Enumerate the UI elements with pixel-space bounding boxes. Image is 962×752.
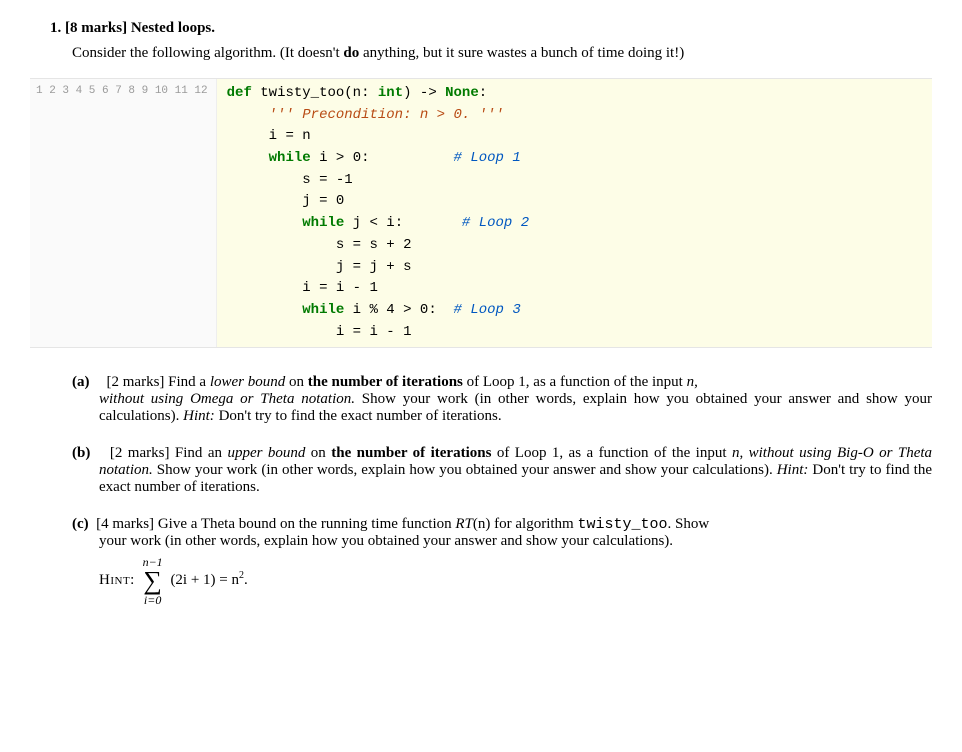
b-upper: upper bound: [227, 445, 305, 461]
question-header: 1. [8 marks] Nested loops.: [50, 20, 932, 37]
question-intro: Consider the following algorithm. (It do…: [72, 45, 932, 62]
tok-def: def: [227, 85, 252, 101]
tok-fn: twisty_too: [252, 85, 344, 101]
intro-text-a: Consider the following algorithm. (It do…: [72, 45, 343, 61]
a-b3: of Loop 1, as a function of the input: [463, 374, 687, 390]
a-hint-i: Hint:: [183, 408, 215, 424]
b-bold: the number of iterations: [331, 445, 491, 461]
part-b: (b) [2 marks] Find an upper bound on the…: [72, 445, 932, 496]
a-n: n: [687, 374, 695, 390]
part-c-marks: [4 marks]: [96, 516, 154, 532]
code-gutter: 1 2 3 4 5 6 7 8 9 10 11 12: [30, 79, 216, 347]
tok-while3: while: [302, 302, 344, 318]
intro-do: do: [343, 45, 359, 61]
code-block: 1 2 3 4 5 6 7 8 9 10 11 12 def twisty_to…: [30, 78, 932, 348]
tok-paren: (n:: [344, 85, 378, 101]
a-lower: lower bound: [210, 374, 285, 390]
a-b1: Find a: [164, 374, 209, 390]
c-rt: RT: [455, 516, 473, 532]
l5-num: 1: [344, 172, 352, 188]
part-b-marks: [2 marks]: [110, 445, 170, 461]
l4-zero: 0: [353, 150, 361, 166]
tok-none: None: [445, 85, 479, 101]
part-a-marks: [2 marks]: [107, 374, 165, 390]
b-b4: ,: [739, 445, 748, 461]
c-fn: twisty_too: [577, 516, 667, 533]
b-b3: of Loop 1, as a function of the input: [491, 445, 732, 461]
a-b4: ,: [694, 374, 698, 390]
question-number: 1.: [50, 20, 61, 36]
tok-while1: while: [269, 150, 311, 166]
l11-comment: # Loop 3: [454, 302, 521, 318]
l7-comment: # Loop 2: [462, 215, 529, 231]
l11-colon: :: [428, 302, 436, 318]
l7-cond: j < i:: [344, 215, 403, 231]
l12-num: 1: [403, 324, 411, 340]
sigma-icon: ∑: [143, 569, 162, 592]
part-a-label: (a): [72, 374, 90, 390]
code-l6: j =: [302, 193, 336, 209]
part-a: (a) [2 marks] Find a lower bound on the …: [72, 374, 932, 425]
b-cont2: Show your work (in other words, explain …: [153, 462, 777, 478]
code-l12: i = i -: [336, 324, 403, 340]
part-c-hint: Hint: n−1 ∑ i=0 (2i + 1) = n2.: [99, 556, 932, 605]
l6-num: 0: [336, 193, 344, 209]
code-l8: s = s +: [336, 237, 403, 253]
tok-type: int: [378, 85, 403, 101]
b-hint-i: Hint:: [777, 462, 809, 478]
l4-comment: # Loop 1: [454, 150, 521, 166]
c-b3: . Show: [668, 516, 710, 532]
a-b2: on: [285, 374, 308, 390]
code-body: def twisty_too(n: int) -> None: ''' Prec…: [216, 79, 932, 347]
code-l10: i = i -: [302, 280, 369, 296]
summation: n−1 ∑ i=0: [143, 556, 163, 605]
tok-while2: while: [302, 215, 344, 231]
question-marks: [8 marks]: [65, 20, 127, 36]
part-c: (c) [4 marks] Give a Theta bound on the …: [72, 516, 932, 605]
a-hint-t: Don't try to find the exact number of it…: [215, 408, 502, 424]
l11-four: 4: [386, 302, 394, 318]
subparts: (a) [2 marks] Find a lower bound on the …: [72, 374, 932, 605]
c-rt-n: (n): [473, 516, 491, 532]
l4-cond: i >: [311, 150, 353, 166]
b-b1: Find an: [169, 445, 227, 461]
a-cont1: without using Omega or Theta notation.: [99, 391, 355, 407]
l4-colon: :: [361, 150, 369, 166]
sum-body: (2i + 1) = n: [170, 572, 239, 588]
hint-label-text: Hint:: [99, 572, 135, 588]
c-b1: Give a Theta bound on the running time f…: [154, 516, 455, 532]
hint-label: Hint:: [99, 572, 135, 588]
l11-cond: i %: [344, 302, 386, 318]
c-cont: your work (in other words, explain how y…: [99, 533, 673, 549]
c-b2: for algorithm: [490, 516, 577, 532]
tok-docstring: ''' Precondition: n > 0. ''': [269, 107, 504, 123]
tok-colon: :: [479, 85, 487, 101]
code-l9: j = j + s: [336, 259, 412, 275]
sum-end: .: [244, 572, 248, 588]
part-b-label: (b): [72, 445, 90, 461]
b-b2: on: [305, 445, 331, 461]
part-c-label: (c): [72, 516, 89, 532]
l10-num: 1: [369, 280, 377, 296]
question-title: Nested loops.: [131, 20, 215, 36]
a-bold: the number of iterations: [308, 374, 463, 390]
code-l3: i = n: [269, 128, 311, 144]
code-l5: s = -: [302, 172, 344, 188]
intro-text-b: anything, but it sure wastes a bunch of …: [359, 45, 684, 61]
tok-arrow: ) ->: [403, 85, 445, 101]
sum-lower: i=0: [144, 594, 161, 606]
l11-gt: >: [395, 302, 420, 318]
l8-num: 2: [403, 237, 411, 253]
